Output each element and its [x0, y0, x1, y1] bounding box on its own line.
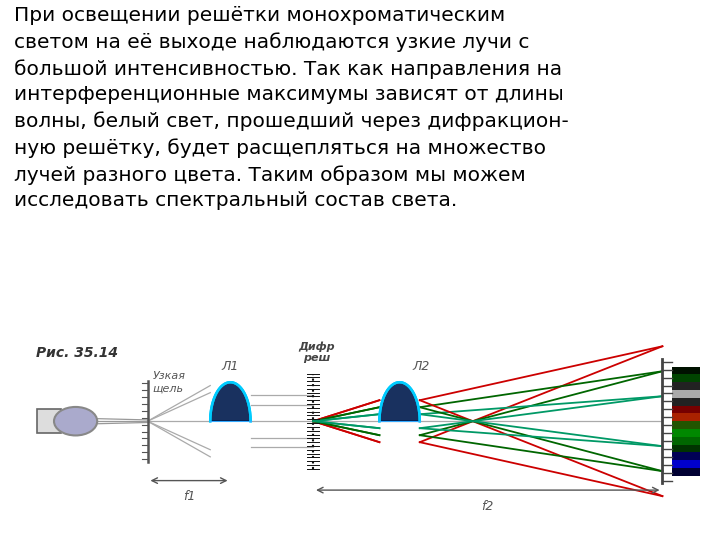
- Bar: [672, 398, 700, 406]
- Bar: [672, 429, 700, 437]
- Polygon shape: [379, 382, 420, 421]
- Bar: [672, 382, 700, 390]
- Bar: [672, 374, 700, 382]
- Bar: [672, 453, 700, 460]
- Bar: [672, 421, 700, 429]
- Bar: [672, 437, 700, 444]
- Circle shape: [54, 407, 97, 435]
- Bar: [672, 406, 700, 414]
- Text: f2: f2: [482, 500, 494, 512]
- Text: Л1: Л1: [222, 360, 239, 373]
- Text: Л2: Л2: [413, 360, 430, 373]
- Text: Дифр
реш: Дифр реш: [299, 341, 335, 363]
- Text: Узкая
щель: Узкая щель: [153, 372, 186, 394]
- Text: При освещении решётки монохроматическим
светом на её выходе наблюдаются узкие лу: При освещении решётки монохроматическим …: [14, 6, 569, 211]
- Polygon shape: [210, 382, 251, 421]
- Text: f1: f1: [183, 490, 195, 503]
- Bar: [672, 460, 700, 468]
- Bar: [672, 367, 700, 374]
- Bar: [672, 390, 700, 398]
- Text: Рис. 35.14: Рис. 35.14: [36, 346, 118, 360]
- Bar: [672, 414, 700, 421]
- Bar: [37, 409, 61, 433]
- Bar: [672, 444, 700, 453]
- Bar: [672, 468, 700, 476]
